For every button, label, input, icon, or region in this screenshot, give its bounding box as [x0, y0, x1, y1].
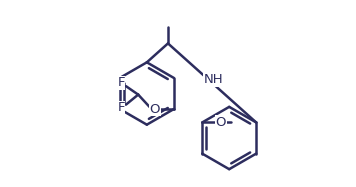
Text: O: O	[215, 116, 226, 129]
Text: O: O	[150, 103, 160, 116]
Text: NH: NH	[203, 73, 223, 86]
Text: F: F	[117, 76, 125, 89]
Text: F: F	[117, 102, 125, 114]
